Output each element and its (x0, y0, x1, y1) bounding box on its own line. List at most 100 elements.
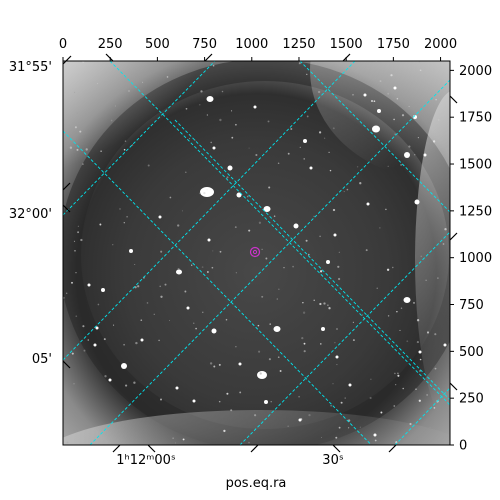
faint-star (416, 341, 419, 344)
faint-star (254, 414, 257, 417)
faint-star (246, 195, 249, 198)
top-tick-label: 1250 (282, 37, 315, 52)
faint-star (444, 228, 447, 231)
faint-star (147, 164, 150, 167)
faint-star (346, 188, 349, 191)
faint-star (82, 163, 84, 165)
faint-star (303, 342, 306, 345)
faint-star (328, 151, 330, 154)
faint-star (409, 422, 412, 426)
faint-star (77, 231, 80, 234)
faint-star (268, 358, 271, 361)
star (211, 328, 217, 334)
faint-star (413, 301, 415, 304)
faint-star (329, 169, 332, 172)
faint-star (317, 90, 321, 94)
faint-star (380, 411, 383, 414)
star (273, 326, 281, 332)
faint-star (219, 250, 222, 253)
faint-star (400, 307, 403, 310)
star (108, 378, 112, 382)
faint-star (201, 266, 204, 268)
top-tick-label: 250 (98, 37, 123, 52)
faint-star (74, 126, 77, 129)
faint-star (96, 82, 99, 85)
faint-star (69, 146, 73, 149)
faint-star (442, 243, 445, 245)
faint-star (394, 372, 396, 375)
faint-star (265, 257, 268, 260)
star (372, 125, 380, 133)
faint-star (267, 120, 270, 123)
star (121, 363, 127, 369)
faint-star (418, 399, 421, 402)
faint-star (401, 114, 405, 117)
faint-star (77, 225, 79, 227)
faint-star (221, 90, 224, 93)
faint-star (248, 147, 250, 149)
right-tick-label: 750 (459, 298, 484, 313)
ra-label-30s: 30ˢ (322, 453, 344, 468)
ra-label-1h12m00s: 1ʰ12ᵐ00ˢ (116, 453, 176, 468)
faint-star (218, 363, 221, 366)
star (200, 187, 214, 197)
faint-star (104, 375, 107, 378)
faint-star (124, 140, 127, 142)
faint-star (373, 100, 376, 103)
faint-star (432, 140, 436, 143)
right-pixel-axis: 0 250 500 750 1000 1250 1500 1750 2000 (450, 64, 492, 454)
faint-star (387, 92, 390, 95)
faint-star (278, 288, 280, 290)
faint-star (123, 222, 126, 224)
right-tick-label: 1000 (459, 251, 492, 266)
faint-star (396, 310, 398, 313)
faint-star (71, 281, 73, 284)
faint-star (362, 314, 364, 316)
star (158, 215, 162, 219)
faint-star (112, 244, 114, 246)
faint-star (273, 215, 276, 217)
faint-star (269, 323, 271, 325)
faint-star (258, 350, 261, 353)
faint-star (385, 208, 387, 211)
faint-star (75, 272, 77, 274)
faint-star (110, 119, 113, 122)
faint-star (330, 405, 332, 407)
faint-star (319, 235, 321, 238)
faint-star (99, 223, 102, 226)
faint-star (332, 383, 334, 385)
faint-star (400, 164, 402, 166)
faint-star (425, 279, 427, 281)
faint-star (76, 112, 78, 114)
star (101, 288, 105, 292)
faint-star (299, 146, 301, 149)
faint-star (277, 162, 280, 165)
faint-star (352, 339, 355, 342)
faint-star (225, 318, 228, 321)
faint-star (386, 268, 390, 271)
faint-star (419, 370, 421, 372)
faint-star (135, 341, 138, 345)
faint-star (188, 137, 191, 140)
faint-star (73, 240, 76, 242)
faint-star (231, 136, 234, 139)
faint-star (134, 263, 136, 266)
faint-star (169, 196, 172, 199)
star (393, 86, 397, 90)
star (377, 109, 381, 113)
grid-line (174, 119, 450, 401)
faint-star (327, 304, 329, 306)
star (95, 326, 99, 330)
faint-star (369, 396, 372, 400)
faint-star (308, 413, 311, 417)
faint-star (301, 336, 304, 340)
faint-star (337, 265, 340, 268)
top-tick-label: 1500 (330, 37, 363, 52)
faint-star (153, 313, 155, 315)
faint-star (379, 227, 381, 229)
faint-star (75, 315, 78, 318)
faint-star (131, 144, 134, 146)
faint-star (340, 401, 343, 404)
star (227, 165, 233, 171)
x-axis-label: pos.eq.ra (226, 476, 287, 491)
